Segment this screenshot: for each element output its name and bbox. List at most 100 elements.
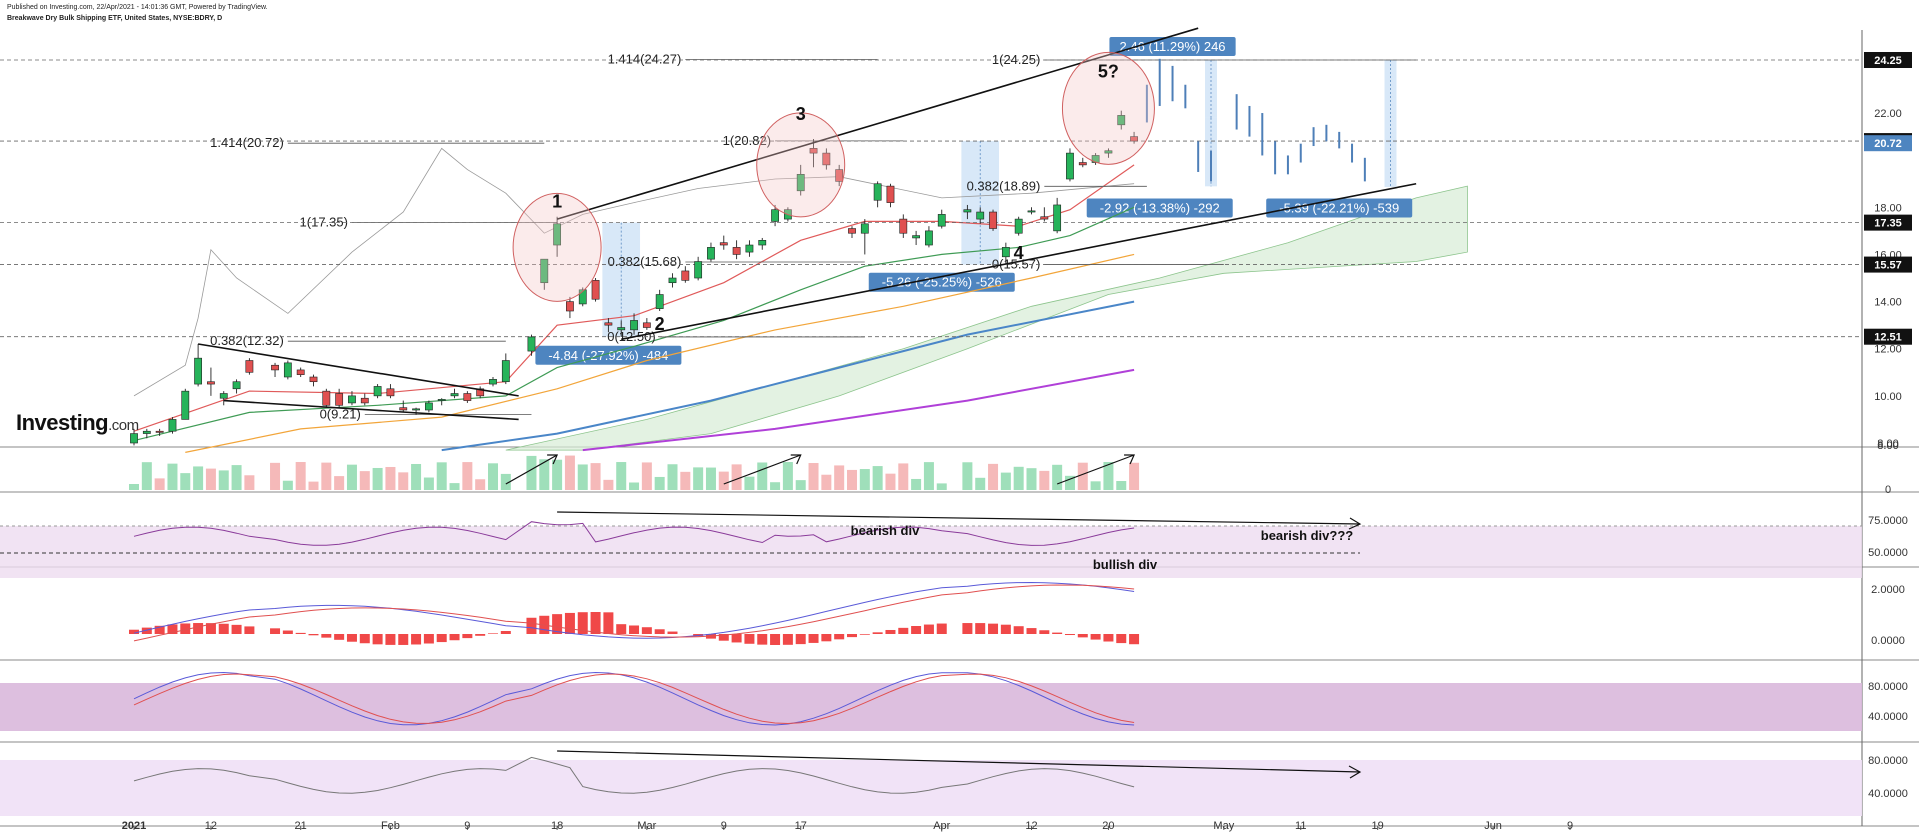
- candle-body: [1040, 216, 1049, 220]
- trendline: [223, 399, 519, 421]
- volume-bar: [334, 476, 345, 490]
- volume-bar: [590, 463, 601, 490]
- candle: [322, 388, 331, 408]
- candle: [822, 148, 831, 170]
- candle-body: [155, 430, 164, 433]
- price-tag-bg: [1864, 256, 1912, 273]
- candle: [848, 226, 856, 238]
- macd-histogram-bar: [334, 634, 345, 640]
- candle-body: [771, 209, 779, 222]
- macd-histogram-bar: [603, 612, 614, 634]
- macd-histogram-bar: [488, 633, 498, 634]
- indicator-panes: bearish div bearish div??? bullish div: [0, 454, 1862, 816]
- candle: [604, 318, 613, 333]
- rsi-arrow-head: [1348, 517, 1362, 530]
- macd-histogram-bar: [475, 634, 486, 636]
- wave-label-layer: 1 2 3 4 5?: [512, 51, 1155, 334]
- candle-body: [412, 408, 420, 411]
- macd-histogram-bar: [295, 632, 306, 634]
- candle: [540, 258, 549, 290]
- wave-highlight-circle: [1061, 51, 1155, 165]
- volume-bar: [539, 459, 550, 490]
- volume-bar: [564, 455, 575, 490]
- candle: [796, 164, 805, 196]
- volume-bar: [834, 465, 845, 490]
- volume-bar: [270, 462, 281, 490]
- volume-bar: [411, 463, 422, 490]
- volume-bar: [667, 464, 678, 490]
- volume-bar: [1103, 462, 1114, 490]
- time-tick: Jun: [1484, 820, 1502, 832]
- volume-bar: [872, 466, 883, 490]
- volume-bar: [911, 478, 922, 490]
- candle-body: [489, 379, 497, 385]
- macd-histogram-bar: [167, 624, 178, 634]
- candle-body: [694, 261, 703, 279]
- volume-bar: [975, 477, 986, 490]
- candle: [591, 278, 600, 302]
- volume-bar: [193, 466, 204, 490]
- volume-bar: [859, 469, 870, 490]
- candle-body: [925, 230, 933, 246]
- macd-histogram-bar: [308, 634, 319, 636]
- candle: [181, 388, 190, 420]
- trendline: [621, 182, 1417, 341]
- candle: [732, 240, 741, 260]
- volume-bar: [693, 467, 704, 490]
- wave-label: 2: [655, 314, 665, 334]
- candle-body: [463, 393, 472, 401]
- macd-histogram-bar: [398, 634, 409, 645]
- macd-histogram-bar: [718, 634, 729, 641]
- macd-histogram-bar: [1103, 634, 1114, 642]
- macd-histogram-bar: [834, 634, 845, 640]
- volume-bar: [308, 481, 319, 490]
- candle-body: [630, 320, 638, 331]
- volume-bar: [436, 462, 447, 490]
- price-tick: 10.00: [1874, 391, 1902, 403]
- macd-histogram-bar: [564, 612, 575, 634]
- macd-signal-line: [133, 584, 1135, 642]
- volume-bar: [244, 475, 255, 490]
- macd-histogram-bar: [244, 626, 255, 634]
- investing-logo: Investing.com: [16, 410, 139, 435]
- candle-body: [553, 223, 562, 246]
- measure-box-layer: -4.84 (-27.92%) -484 -5.26 (-25.25%) -526…: [535, 37, 1413, 365]
- macd-histogram-bar: [1026, 628, 1037, 634]
- candle: [630, 313, 638, 335]
- time-tick: Apr: [933, 820, 950, 832]
- candle-body: [732, 247, 741, 255]
- candle-body: [617, 327, 626, 331]
- fib-level-label: 1(24.25): [992, 52, 1040, 67]
- volume-bar: [321, 462, 332, 490]
- volume-tick: 8.00: [1877, 440, 1898, 452]
- candle: [925, 226, 933, 248]
- candle-body: [681, 270, 690, 281]
- macd-histogram-bar: [616, 624, 627, 634]
- macd-histogram-bar: [667, 631, 678, 634]
- volume-bar: [231, 465, 242, 490]
- volume-arrow: [1056, 454, 1135, 485]
- candle: [501, 353, 510, 385]
- volume-bar: [988, 463, 999, 490]
- candle: [1078, 157, 1087, 168]
- candle: [912, 230, 921, 246]
- measure-tag-bg: [535, 345, 682, 365]
- candle: [232, 379, 241, 394]
- price-tick: 12.00: [1874, 344, 1902, 356]
- candle: [694, 256, 703, 281]
- macd-histogram-bar: [141, 627, 152, 634]
- candle-body: [719, 242, 728, 246]
- time-tick: 9: [1567, 820, 1573, 832]
- volume-bar: [680, 471, 691, 490]
- volume-bar: [641, 462, 652, 490]
- time-axis: 2021 12 21 Feb 9 18 Mar 9 17 Apr 12 20 May 11 19 Jun 9: [122, 820, 1573, 832]
- candle: [142, 428, 151, 439]
- time-tick: 12: [205, 820, 217, 832]
- candle: [707, 242, 715, 262]
- candle-body: [1104, 150, 1113, 154]
- candle-body: [348, 395, 356, 404]
- candle: [578, 287, 587, 307]
- volume-bar: [923, 462, 934, 490]
- wave-label: 1: [552, 191, 562, 211]
